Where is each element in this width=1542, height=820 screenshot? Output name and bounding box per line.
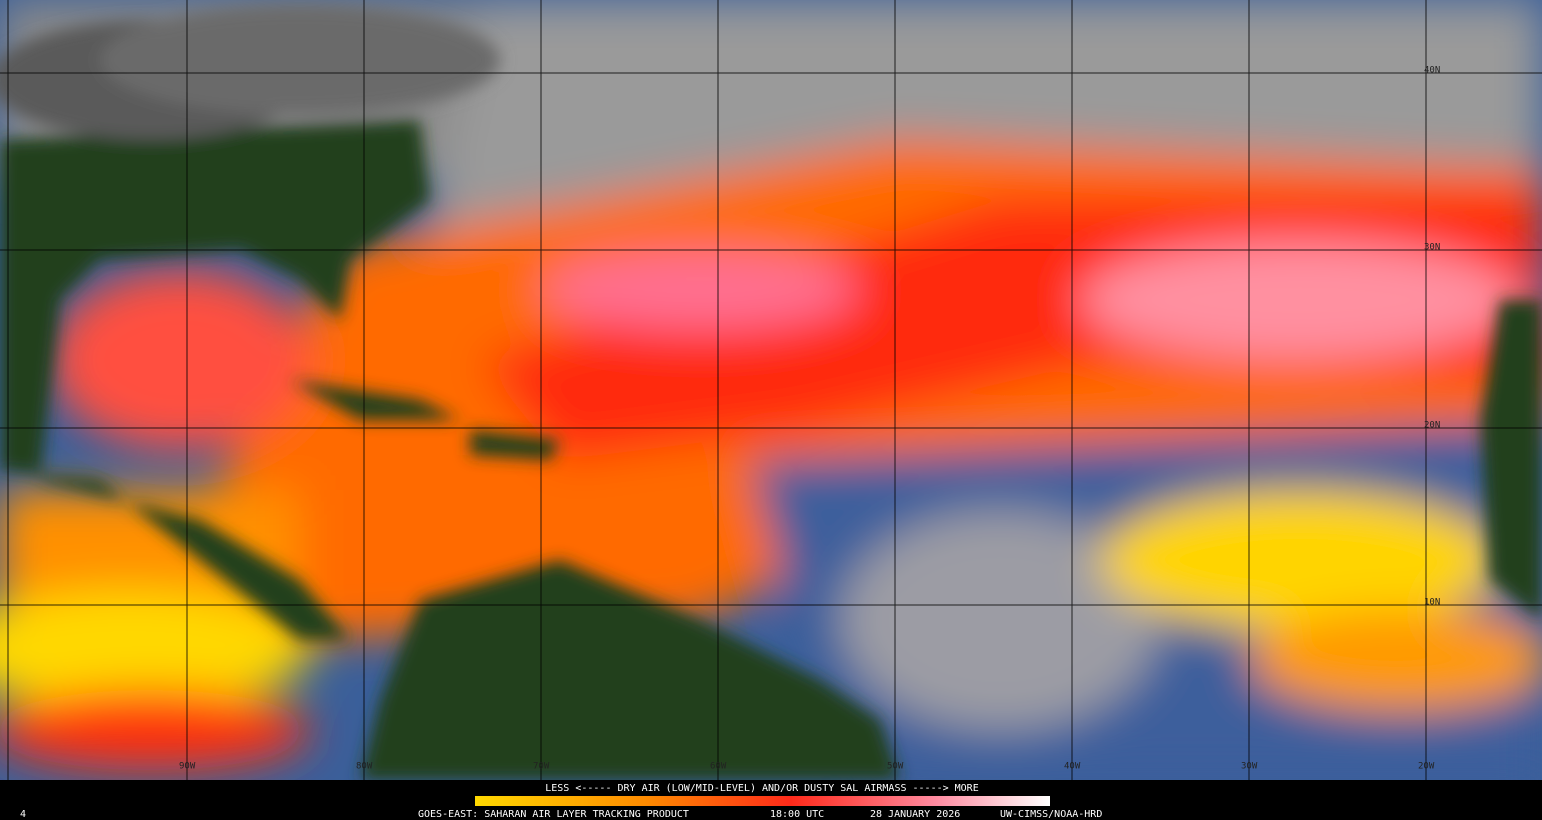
longitude-label: 20W: [1418, 762, 1435, 772]
longitude-label: 80W: [356, 762, 373, 772]
graticule: [0, 0, 1542, 780]
latitude-label: 30N: [1424, 243, 1440, 253]
graticule-labels: 40N 30N 20N 10N 90W 80W 70W 60W 50W 40W 30W 20W: [179, 66, 1440, 772]
longitude-label: 60W: [710, 762, 727, 772]
imagery: [0, 0, 1542, 780]
footer-credit: UW-CIMSS/NOAA-HRD: [1000, 809, 1102, 820]
latitude-label: 40N: [1424, 66, 1440, 76]
longitude-label: 90W: [179, 762, 196, 772]
legend-colorbar: [475, 796, 1050, 806]
footer-product: GOES-EAST: SAHARAN AIR LAYER TRACKING PR…: [418, 809, 689, 820]
longitude-label: 50W: [887, 762, 904, 772]
latitude-label: 20N: [1424, 421, 1440, 431]
legend-text: LESS <----- DRY AIR (LOW/MID-LEVEL) AND/…: [545, 783, 978, 794]
footer-time: 18:00 UTC: [770, 809, 824, 820]
longitude-label: 70W: [533, 762, 550, 772]
longitude-label: 30W: [1241, 762, 1258, 772]
longitude-label: 40W: [1064, 762, 1081, 772]
footer-date: 28 JANUARY 2026: [870, 809, 960, 820]
latitude-label: 10N: [1424, 598, 1440, 608]
corner-label: 4: [20, 809, 26, 820]
